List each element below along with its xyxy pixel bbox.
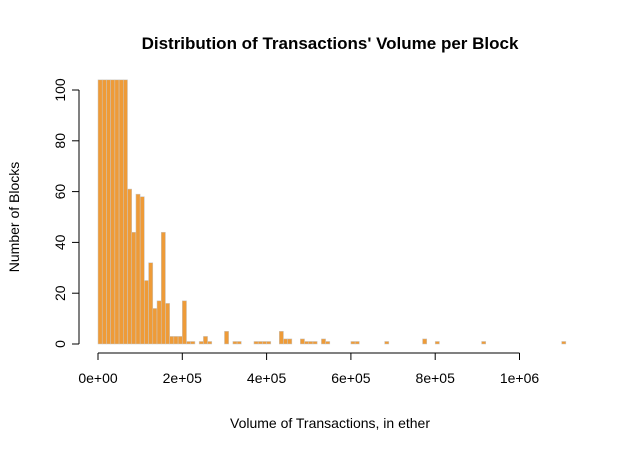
histogram-bar [135, 193, 141, 345]
histogram-bar [152, 308, 158, 345]
y-tick-label: 20 [52, 285, 68, 301]
histogram-bar [144, 280, 149, 345]
histogram-bar [114, 79, 120, 345]
x-tick-label: 4e+05 [247, 370, 287, 386]
histogram-bar [186, 341, 191, 345]
histogram-bar [262, 341, 267, 345]
histogram-bar [148, 262, 154, 345]
histogram-bar [169, 336, 175, 345]
histogram-bar [325, 341, 331, 345]
y-axis: 0 20 40 60 80 100 [52, 78, 80, 348]
histogram-bar [278, 331, 284, 345]
histogram-bar [300, 338, 305, 345]
histogram-bar [198, 341, 204, 345]
histogram-bar [190, 341, 196, 345]
x-axis-label: Volume of Transactions, in ether [230, 415, 430, 431]
x-axis: 0e+00 2e+05 4e+05 6e+05 8e+05 1e+06 [78, 352, 540, 386]
x-tick-label: 6e+05 [331, 370, 371, 386]
bars-group [97, 79, 567, 345]
histogram-bar [160, 231, 166, 345]
x-tick-label: 8e+05 [416, 370, 456, 386]
histogram-bar [156, 300, 162, 345]
y-axis-label: Number of Blocks [6, 162, 22, 272]
histogram-bar [561, 341, 567, 345]
histogram-bar [110, 79, 116, 345]
histogram-bar [101, 79, 107, 345]
histogram-bar [321, 338, 326, 345]
histogram-bar [177, 336, 183, 345]
histogram-bar [182, 300, 187, 345]
histogram-bar [312, 341, 318, 345]
y-tick-label: 100 [52, 78, 68, 102]
histogram-bar [266, 341, 272, 345]
histogram-bar [165, 303, 170, 345]
histogram-bar [308, 341, 314, 345]
histogram-bar [173, 336, 179, 345]
histogram-bar [139, 196, 145, 345]
x-tick-label: 0e+00 [78, 370, 118, 386]
histogram-bar [384, 341, 390, 345]
histogram-bar [236, 341, 242, 345]
chart-title: Distribution of Transactions' Volume per… [142, 34, 519, 53]
histogram-bar [257, 341, 263, 345]
y-tick-label: 60 [52, 184, 68, 200]
histogram-bar [203, 336, 208, 345]
histogram-bar [224, 331, 229, 345]
histogram-bar [434, 341, 440, 345]
histogram-bar [207, 341, 213, 345]
histogram-bar [422, 338, 428, 345]
histogram-bar [123, 79, 128, 345]
x-tick-label: 1e+06 [500, 370, 540, 386]
histogram-bar [354, 341, 360, 345]
histogram-bar [131, 231, 137, 345]
histogram-bar [350, 341, 356, 345]
histogram-bar [106, 79, 111, 345]
histogram-bar [232, 341, 238, 345]
histogram-bar [283, 338, 288, 345]
histogram-bar [304, 341, 310, 345]
histogram-bar [97, 79, 103, 345]
histogram-bar [118, 79, 124, 345]
y-tick-label: 0 [52, 340, 68, 348]
y-tick-label: 40 [52, 234, 68, 250]
x-tick-label: 2e+05 [163, 370, 203, 386]
histogram-bar [253, 341, 259, 345]
histogram-bar [287, 338, 293, 345]
histogram-bar [127, 188, 132, 345]
y-tick-label: 80 [52, 133, 68, 149]
histogram-bar [481, 341, 487, 345]
